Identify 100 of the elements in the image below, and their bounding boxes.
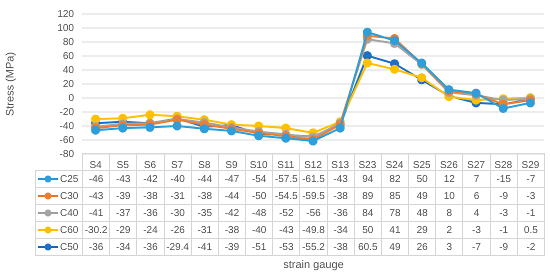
y-axis-title: Stress (MPa) bbox=[4, 52, 17, 116]
data-label: 49 bbox=[408, 188, 436, 204]
data-label: -59.5 bbox=[300, 188, 328, 204]
data-label: 85 bbox=[381, 188, 409, 204]
data-label: -41 bbox=[82, 204, 110, 222]
y-tick-label: 120 bbox=[57, 8, 74, 20]
x-tick-label: S7 bbox=[171, 160, 184, 171]
data-label: -36 bbox=[82, 238, 110, 256]
data-label: -31 bbox=[191, 222, 218, 238]
data-label: -7 bbox=[462, 238, 490, 256]
y-tick-label: -20 bbox=[60, 106, 74, 118]
y-tick-label: 20 bbox=[62, 78, 74, 90]
x-tick-label: S4 bbox=[89, 160, 102, 171]
data-label: -1 bbox=[517, 204, 544, 222]
data-label: -49.8 bbox=[300, 222, 328, 238]
x-tick-label: S8 bbox=[198, 160, 211, 171]
data-label: -42 bbox=[218, 204, 246, 222]
y-tick-label: 80 bbox=[62, 36, 74, 48]
y-tick-label: 40 bbox=[62, 64, 74, 76]
data-label: 49 bbox=[381, 238, 409, 256]
data-label: -1 bbox=[490, 222, 518, 238]
data-label: -56 bbox=[300, 204, 328, 222]
data-label: 84 bbox=[354, 204, 382, 222]
data-label: -38 bbox=[136, 188, 164, 204]
data-label: 50 bbox=[408, 170, 436, 188]
data-label: 4 bbox=[462, 204, 490, 222]
data-label: -53 bbox=[272, 238, 300, 256]
data-label: -3 bbox=[517, 188, 544, 204]
y-tick-label: -40 bbox=[60, 120, 74, 132]
data-label: -43 bbox=[272, 222, 300, 238]
data-label: 94 bbox=[354, 170, 382, 188]
data-label: 50 bbox=[354, 222, 382, 238]
data-label: 2 bbox=[436, 222, 463, 238]
x-tick-label: S9 bbox=[225, 160, 238, 171]
data-label: 82 bbox=[381, 170, 409, 188]
data-label: -38 bbox=[327, 188, 354, 204]
data-label: 7 bbox=[462, 170, 490, 188]
data-label: -36 bbox=[327, 204, 354, 222]
data-label: -26 bbox=[164, 222, 192, 238]
x-tick-label: S13 bbox=[331, 160, 350, 171]
data-label: -52 bbox=[272, 204, 300, 222]
x-tick-label: S5 bbox=[116, 160, 130, 171]
data-label: 29 bbox=[408, 222, 436, 238]
data-label: -34 bbox=[110, 238, 137, 256]
data-label: -42 bbox=[136, 170, 164, 188]
x-tick-label: S25 bbox=[412, 160, 432, 171]
x-tick-label: S6 bbox=[144, 160, 156, 171]
data-label: -61.5 bbox=[300, 170, 328, 188]
data-label: 41 bbox=[381, 222, 409, 238]
data-label: -2 bbox=[517, 238, 544, 256]
data-label: -29 bbox=[110, 222, 137, 238]
data-label: -38 bbox=[327, 238, 354, 256]
y-tick-label: -80 bbox=[60, 148, 74, 160]
data-label: 60.5 bbox=[354, 238, 382, 256]
data-label: -37 bbox=[110, 204, 137, 222]
data-label: -54.5 bbox=[272, 188, 300, 204]
data-label: -44 bbox=[218, 188, 246, 204]
x-tick-label: S29 bbox=[522, 160, 540, 171]
x-tick-label: S12 bbox=[304, 160, 322, 171]
data-label: -3 bbox=[462, 222, 490, 238]
data-label: -15 bbox=[490, 170, 518, 188]
data-label: -31 bbox=[164, 188, 192, 204]
data-label: -40 bbox=[164, 170, 192, 188]
y-tick-label: -60 bbox=[60, 134, 74, 146]
data-label: -55.2 bbox=[300, 238, 328, 256]
y-tick-label: 0 bbox=[68, 92, 74, 104]
data-label: -9 bbox=[490, 238, 518, 256]
x-tick-label: S26 bbox=[440, 160, 458, 171]
data-label: 89 bbox=[354, 188, 382, 204]
data-label: -50 bbox=[246, 188, 273, 204]
data-label: -43 bbox=[327, 170, 354, 188]
data-label: 78 bbox=[381, 204, 409, 222]
data-label: -57.5 bbox=[272, 170, 300, 188]
data-label: -38 bbox=[191, 188, 218, 204]
data-label: 3 bbox=[436, 238, 463, 256]
data-label: 26 bbox=[408, 238, 436, 256]
data-label: 12 bbox=[436, 170, 463, 188]
legend-label: C50 bbox=[36, 238, 82, 256]
data-label: 48 bbox=[408, 204, 436, 222]
x-tick-label: S23 bbox=[358, 160, 377, 171]
data-label: -43 bbox=[110, 170, 137, 188]
data-label: -30.2 bbox=[82, 222, 110, 238]
x-tick-label: S28 bbox=[494, 160, 513, 171]
data-label: -46 bbox=[82, 170, 110, 188]
legend-label: C60 bbox=[36, 222, 82, 238]
x-tick-label: S24 bbox=[386, 160, 404, 171]
data-label: -36 bbox=[136, 204, 164, 222]
data-label: -34 bbox=[327, 222, 354, 238]
data-label: -47 bbox=[218, 170, 246, 188]
data-label: -35 bbox=[191, 204, 218, 222]
x-tick-label: S11 bbox=[277, 160, 295, 171]
data-label: -44 bbox=[191, 170, 218, 188]
data-label: 0.5 bbox=[517, 222, 544, 238]
data-label: -30 bbox=[164, 204, 192, 222]
data-label: -39 bbox=[110, 188, 137, 204]
y-tick-label: 100 bbox=[57, 22, 74, 34]
legend-label: C25 bbox=[36, 170, 82, 188]
legend-label: C30 bbox=[36, 188, 82, 204]
data-label: -39 bbox=[218, 238, 246, 256]
text: strain gauge bbox=[282, 259, 345, 271]
